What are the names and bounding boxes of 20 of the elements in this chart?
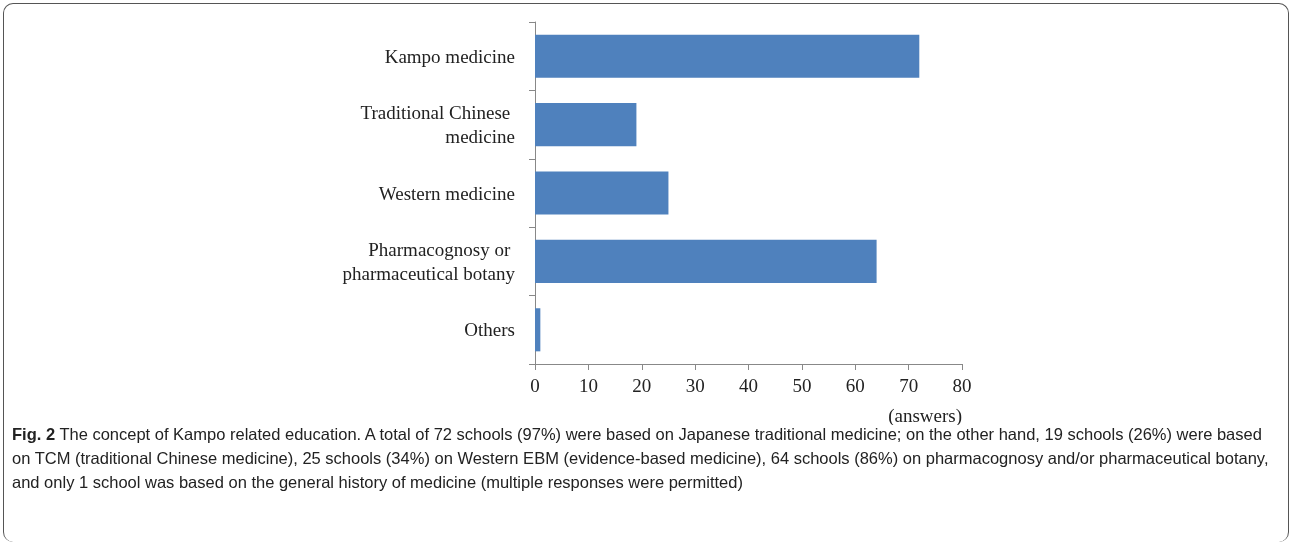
x-tick-label: 60 [845, 375, 865, 396]
x-tick-label: 20 [632, 375, 652, 396]
x-tick-label: 10 [578, 375, 598, 396]
x-tick-label: 50 [792, 375, 812, 396]
x-tick-label: 40 [739, 375, 758, 396]
y-tick-label: Kampo medicine [384, 45, 515, 67]
x-tick-label: 30 [685, 375, 705, 396]
bar [535, 34, 920, 78]
caption: Fig. 2 The concept of Kampo related education. A total of 72 schools (97%) were based on Japanese traditional medicine; on the other hand, 19 schools (26%) were based on TCM (traditional Chinese medicine), 25 schools (34%) on Western EBM (evidence-based medicine), 64 schools (86%) on pharmacognosy and/or pharmaceutical botany, and only 1 school was based on the general history of medicine (multiple responses were permitted) [12, 425, 1270, 493]
bar [535, 239, 877, 283]
bar [535, 171, 669, 215]
bar [535, 103, 637, 147]
y-tick-label: Western medicine [378, 182, 515, 204]
x-tick-label: 80 [952, 375, 972, 396]
x-tick-label: 0 [530, 375, 540, 396]
bar [535, 308, 541, 352]
x-tick-label: 70 [899, 375, 919, 396]
y-tick-label: Others [464, 319, 515, 341]
y-tick-label: Pharmacognosy or pharmaceutical botany [342, 238, 516, 284]
y-tick-label: Traditional Chinese medicine [360, 102, 515, 148]
